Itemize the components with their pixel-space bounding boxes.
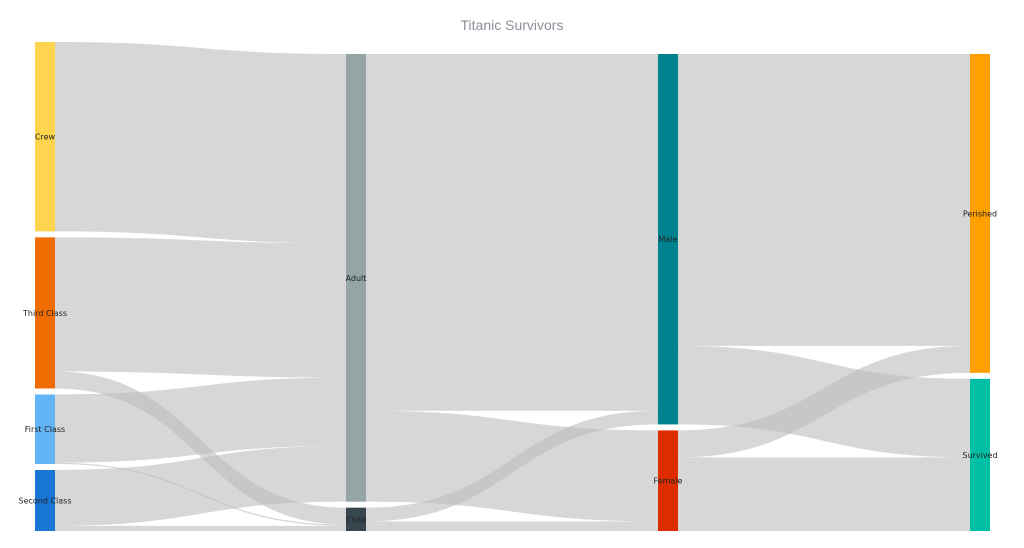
link-male-to-perished[interactable] (678, 54, 970, 346)
node-adult[interactable] (346, 54, 366, 502)
link-third-class-to-adult[interactable] (55, 237, 346, 378)
node-label-third-class: Third Class (22, 309, 67, 318)
links-layer (55, 42, 970, 531)
link-second-class-to-child[interactable] (55, 525, 346, 531)
nodes-layer: Crew Third Class First Class Second Class Ad… (18, 42, 998, 531)
node-label-female: Female (654, 477, 683, 486)
node-label-first-class: First Class (25, 425, 65, 434)
chart-title: Titanic Survivors (461, 17, 564, 33)
node-label-male: Male (659, 235, 678, 244)
node-label-second-class: Second Class (18, 497, 71, 506)
node-label-child: Child (346, 515, 366, 524)
node-crew[interactable] (35, 42, 55, 232)
link-female-to-perished[interactable] (678, 345, 970, 458)
node-label-adult: Adult (346, 274, 367, 283)
node-label-perished: Perished (963, 209, 997, 218)
node-survived[interactable] (970, 378, 990, 531)
link-crew-to-adult[interactable] (55, 42, 346, 244)
node-perished[interactable] (970, 54, 990, 373)
link-child-to-male[interactable] (366, 410, 658, 522)
node-second-class[interactable] (35, 470, 55, 531)
node-child[interactable] (346, 507, 366, 531)
node-male[interactable] (658, 54, 678, 425)
link-child-to-female[interactable] (366, 521, 658, 531)
node-label-survived: Survived (962, 451, 997, 460)
link-female-to-survived[interactable] (678, 457, 970, 531)
link-adult-to-male[interactable] (366, 54, 658, 411)
link-second-class-to-adult[interactable] (55, 445, 346, 526)
node-third-class[interactable] (35, 237, 55, 389)
node-label-crew: Crew (35, 133, 56, 142)
link-first-class-to-adult[interactable] (55, 377, 346, 463)
node-first-class[interactable] (35, 394, 55, 465)
node-female[interactable] (658, 430, 678, 531)
